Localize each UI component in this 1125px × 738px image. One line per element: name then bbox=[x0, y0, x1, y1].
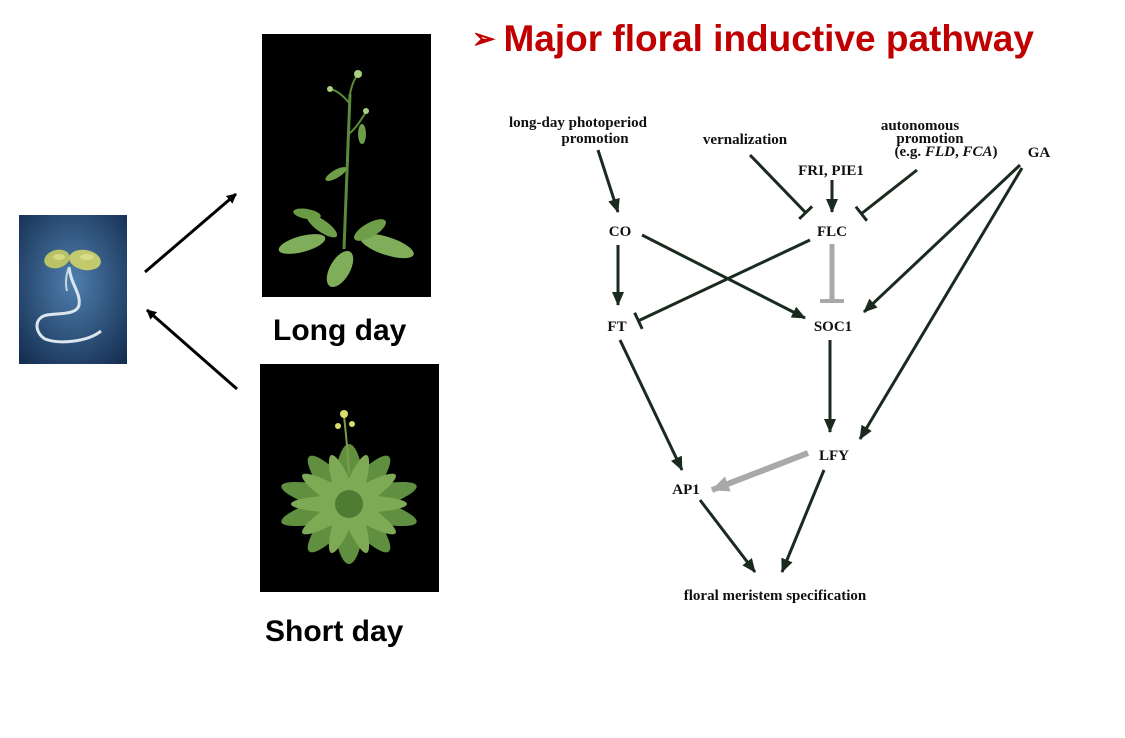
long-day-plant-photo bbox=[262, 34, 431, 297]
node-autonomous-eg: (e.g. FLD, FCA) bbox=[895, 144, 998, 160]
node-vernalization: vernalization bbox=[703, 132, 788, 148]
node-ap1: AP1 bbox=[672, 482, 700, 498]
photo-arrows bbox=[144, 192, 238, 391]
node-ft: FT bbox=[607, 319, 626, 335]
edge-ga-lfy bbox=[858, 167, 1024, 440]
long-day-caption: Long day bbox=[273, 314, 407, 347]
edge-lfy-ap1-gray bbox=[710, 450, 810, 493]
short-day-caption: Short day bbox=[265, 615, 404, 648]
slide-title: ➢ Major floral inductive pathway bbox=[472, 18, 1034, 60]
arrow-to-seedling bbox=[146, 308, 238, 391]
node-photoperiod-line2: promotion bbox=[561, 131, 629, 147]
node-autonomous-line1: autonomous bbox=[881, 118, 960, 134]
node-fri-pie1: FRI, PIE1 bbox=[798, 163, 864, 179]
arrow-to-long-day bbox=[144, 192, 237, 274]
node-autonomous-line2: promotion bbox=[896, 131, 964, 147]
short-day-plant-photo bbox=[260, 364, 439, 592]
edge-vernalization-flc bbox=[748, 153, 814, 220]
node-co: CO bbox=[609, 224, 632, 240]
title-text: Major floral inductive pathway bbox=[503, 18, 1034, 59]
edge-flc-ft bbox=[633, 238, 811, 330]
node-flc: FLC bbox=[817, 224, 847, 240]
seedling-photo bbox=[19, 215, 127, 364]
node-lfy: LFY bbox=[819, 448, 849, 464]
edge-ft-ap1 bbox=[618, 339, 684, 471]
edge-ap1-floral bbox=[698, 499, 757, 573]
node-ga: GA bbox=[1028, 145, 1051, 161]
node-soc1: SOC1 bbox=[814, 319, 852, 335]
edge-ga-soc1 bbox=[862, 163, 1022, 314]
edge-lfy-floral bbox=[780, 469, 826, 573]
edge-co-soc1 bbox=[641, 233, 806, 320]
node-floral-meristem: floral meristem specification bbox=[684, 588, 867, 604]
edge-photoperiod-co bbox=[596, 149, 620, 213]
edge-autonomous-flc bbox=[854, 168, 918, 222]
node-photoperiod-line1: long-day photoperiod bbox=[509, 115, 648, 131]
title-bullet-icon: ➢ bbox=[472, 23, 496, 54]
